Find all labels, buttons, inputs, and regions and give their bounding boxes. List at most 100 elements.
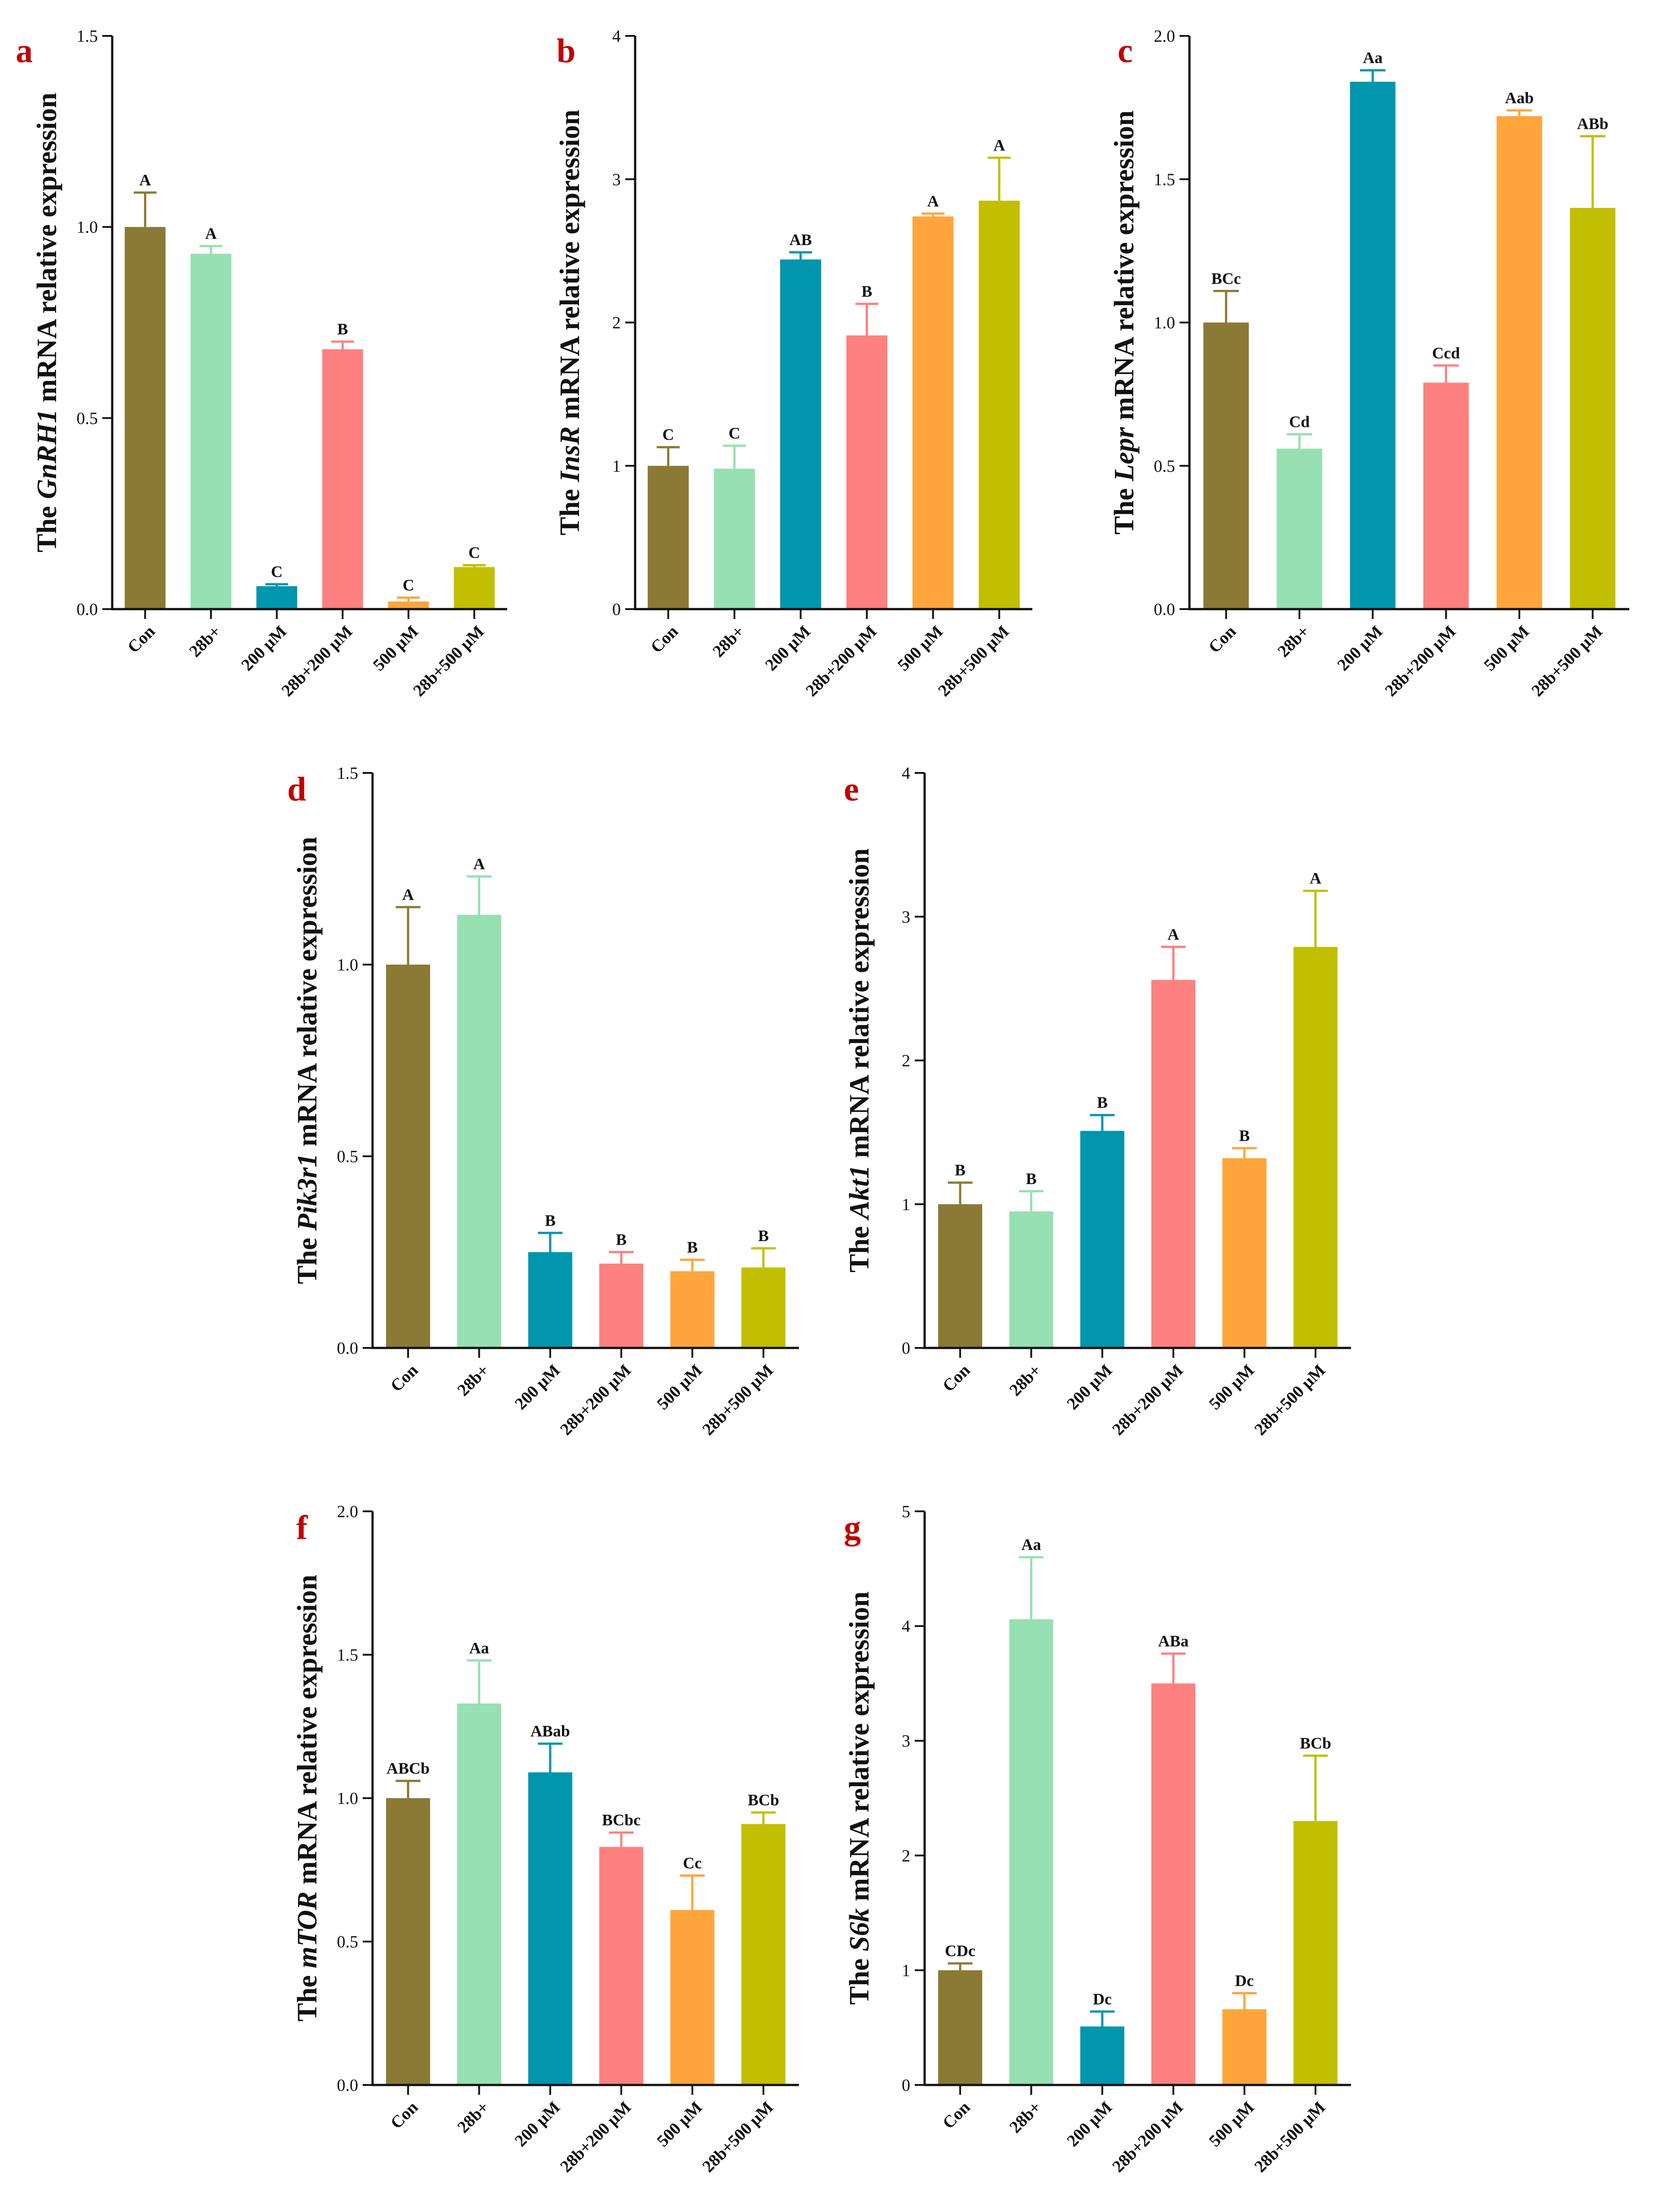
y-tick-label: 0.5 bbox=[337, 1933, 359, 1952]
significance-label-2: B bbox=[1026, 1170, 1036, 1188]
panel-letter: g bbox=[844, 1509, 861, 1547]
y-axis-label: The Akt1 mRNA relative expression bbox=[844, 848, 875, 1273]
y-tick-label: 4 bbox=[612, 27, 621, 46]
panel-b: b C Con C 28b+ AB 200 μM B 28b+200 μM A 500 μM A 28b… bbox=[555, 27, 1032, 700]
x-tick-label-1: Con bbox=[387, 2098, 421, 2133]
y-tick-label: 4 bbox=[902, 764, 910, 783]
y-label-prefix: The bbox=[844, 1952, 875, 2005]
x-tick-label-1: Con bbox=[1205, 622, 1240, 657]
x-tick-label-6: 28b+500 μM bbox=[1251, 1361, 1329, 1439]
x-tick-label-3: 200 μM bbox=[762, 622, 814, 675]
significance-label-4: Ccd bbox=[1432, 344, 1460, 362]
significance-label-3: B bbox=[1097, 1093, 1108, 1111]
y-label-prefix: The bbox=[292, 1231, 323, 1284]
significance-label-2: A bbox=[205, 224, 217, 242]
panel-letter: f bbox=[296, 1509, 308, 1547]
significance-label-5: Aab bbox=[1505, 89, 1534, 107]
significance-label-4: A bbox=[1167, 926, 1179, 944]
bar-3 bbox=[256, 586, 298, 609]
panel-f: f ABCb Con Aa 28b+ ABab 200 μM BCbc 28b+200 μM Cc… bbox=[292, 1502, 799, 2176]
x-tick-label-3: 200 μM bbox=[1063, 1361, 1116, 1413]
y-label-gene: S6k bbox=[844, 1908, 875, 1951]
x-tick-label-3: 200 μM bbox=[511, 2098, 564, 2151]
bar-6 bbox=[978, 201, 1020, 609]
panel-g: g CDc Con Aa 28b+ Dc 200 μM ABa 28b+200 μM Dc 500 … bbox=[844, 1502, 1351, 2176]
y-tick-label: 2.0 bbox=[337, 1502, 359, 1521]
bar-2 bbox=[457, 914, 501, 1348]
bar-1 bbox=[124, 227, 166, 610]
significance-label-3: ABab bbox=[531, 1722, 570, 1740]
significance-label-3: Dc bbox=[1093, 1990, 1112, 2008]
bar-2 bbox=[1009, 1619, 1053, 2085]
y-label-prefix: The bbox=[1109, 481, 1140, 535]
bar-1 bbox=[386, 1798, 430, 2085]
y-label-suffix: mRNA relative expression bbox=[292, 837, 323, 1153]
y-label-gene: mTOR bbox=[292, 1892, 323, 1968]
bar-4 bbox=[1151, 980, 1196, 1348]
significance-label-3: AB bbox=[790, 231, 812, 249]
y-tick-label: 1.5 bbox=[1154, 170, 1176, 189]
x-tick-label-2: 28b+ bbox=[186, 622, 225, 661]
significance-label-4: B bbox=[616, 1231, 627, 1249]
y-tick-label: 0 bbox=[902, 1339, 910, 1358]
bar-6 bbox=[1293, 947, 1338, 1348]
x-tick-label-2: 28b+ bbox=[454, 1361, 493, 1400]
x-tick-label-6: 28b+500 μM bbox=[699, 1361, 777, 1439]
panel-letter: e bbox=[844, 771, 859, 808]
significance-label-2: C bbox=[728, 424, 740, 442]
panel-letter: b bbox=[557, 32, 575, 70]
y-tick-label: 1.0 bbox=[337, 956, 359, 974]
significance-label-1: A bbox=[139, 171, 151, 189]
y-label-suffix: mRNA relative expression bbox=[555, 110, 585, 426]
bar-4 bbox=[1423, 382, 1469, 609]
x-tick-label-6: 28b+500 μM bbox=[699, 2098, 777, 2176]
bar-5 bbox=[913, 216, 954, 609]
y-tick-label: 0.0 bbox=[337, 1339, 359, 1358]
bar-4 bbox=[1151, 1683, 1196, 2085]
panel-d: d A Con A 28b+ B 200 μM B 28b+200 μM B 500 μM B 28b+… bbox=[287, 764, 799, 1439]
x-tick-label-5: 500 μM bbox=[1206, 2098, 1258, 2151]
x-tick-label-4: 28b+200 μM bbox=[1109, 2098, 1187, 2176]
x-tick-label-6: 28b+500 μM bbox=[410, 622, 488, 700]
y-tick-label: 0.0 bbox=[1154, 600, 1176, 619]
bar-1 bbox=[386, 965, 430, 1348]
y-tick-label: 1 bbox=[612, 457, 621, 476]
significance-label-4: B bbox=[861, 282, 872, 300]
y-label-gene: Pik3r1 bbox=[292, 1154, 323, 1231]
x-tick-label-6: 28b+500 μM bbox=[1251, 2098, 1329, 2176]
y-label-suffix: mRNA relative expression bbox=[32, 92, 62, 409]
x-tick-label-2: 28b+ bbox=[1006, 2098, 1045, 2137]
bar-6 bbox=[741, 1824, 785, 2085]
y-label-suffix: mRNA relative expression bbox=[1109, 110, 1140, 427]
significance-label-1: ABCb bbox=[386, 1760, 430, 1778]
significance-label-6: BCb bbox=[1300, 1734, 1331, 1752]
bar-4 bbox=[599, 1264, 644, 1348]
bar-3 bbox=[1350, 82, 1395, 609]
x-tick-label-1: Con bbox=[387, 1361, 421, 1396]
bar-2 bbox=[1009, 1211, 1053, 1348]
significance-label-1: B bbox=[955, 1161, 965, 1179]
panel-e: e B Con B 28b+ B 200 μM A 28b+200 μM B 500 μM A 28b+… bbox=[844, 764, 1351, 1439]
significance-label-6: B bbox=[758, 1227, 769, 1245]
y-tick-label: 5 bbox=[902, 1502, 910, 1521]
significance-label-6: ABb bbox=[1577, 114, 1608, 132]
x-tick-label-5: 500 μM bbox=[1480, 622, 1533, 675]
bar-6 bbox=[1293, 1821, 1338, 2085]
bar-6 bbox=[454, 567, 495, 609]
y-tick-label: 1.0 bbox=[1154, 314, 1176, 333]
y-label-prefix: The bbox=[292, 1968, 323, 2022]
panel-c: c BCc Con Cd 28b+ Aa 200 μM Ccd 28b+200 μM Aab 500… bbox=[1109, 27, 1629, 700]
significance-label-5: Cc bbox=[683, 1854, 702, 1872]
x-tick-label-4: 28b+200 μM bbox=[557, 1361, 635, 1439]
significance-label-6: C bbox=[469, 544, 480, 562]
panel-letter: d bbox=[287, 771, 306, 808]
significance-label-5: Dc bbox=[1235, 1972, 1254, 1990]
y-label-suffix: mRNA relative expression bbox=[844, 1592, 875, 1908]
y-tick-label: 1.5 bbox=[337, 764, 359, 783]
y-axis-label: The mTOR mRNA relative expression bbox=[292, 1575, 323, 2021]
x-tick-label-1: Con bbox=[939, 1361, 974, 1396]
significance-label-5: C bbox=[403, 576, 414, 594]
significance-label-3: Aa bbox=[1363, 49, 1382, 67]
x-tick-label-2: 28b+ bbox=[454, 2098, 493, 2137]
x-tick-label-6: 28b+500 μM bbox=[1528, 622, 1606, 700]
